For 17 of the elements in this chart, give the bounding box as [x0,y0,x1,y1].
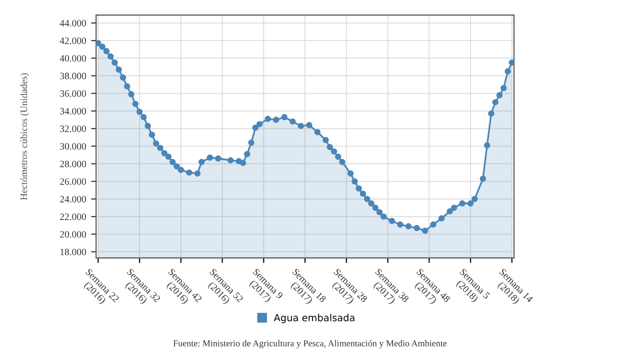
source-note: Fuente: Ministerio de Agricultura y Pesca, Alimentación y Medio Ambiente [173,340,447,348]
y-tick-label: 28.000 [60,160,86,168]
y-tick-label: 18.000 [60,248,86,256]
y-tick-label: 44.000 [60,20,86,26]
y-tick-label: 34.000 [60,108,86,114]
y-axis-title: Hectómetros cúbicos (Unidades) [20,73,30,200]
legend-label: Agua embalsada [274,314,354,324]
y-tick-label: 36.000 [60,90,86,97]
y-tick-label: 32.000 [60,125,86,132]
y-tick-label: 42.000 [60,37,86,44]
y-tick-label: 22.000 [60,213,86,220]
y-tick-label: 40.000 [60,55,86,62]
y-tick-label: 24.000 [60,196,86,202]
y-tick-label: 38.000 [60,72,86,80]
y-tick-label: 26.000 [60,178,86,185]
y-tick-label: 20.000 [60,231,86,238]
y-tick-label: 30.000 [60,143,86,150]
